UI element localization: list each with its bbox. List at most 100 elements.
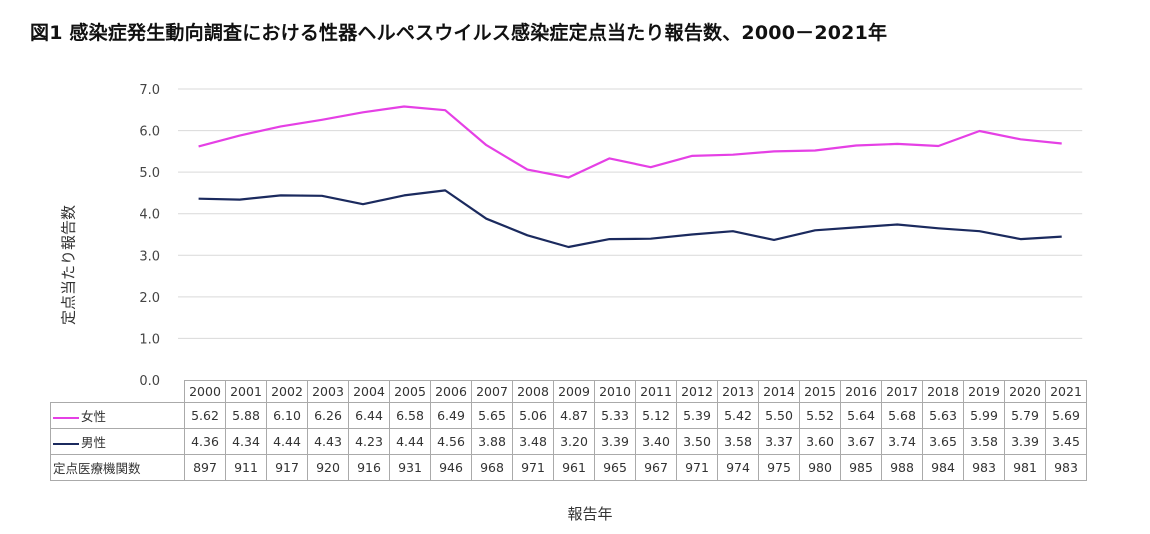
x-tick-label: 2008	[512, 380, 554, 403]
data-table: 2000 2001 2002 2003 2004 2005 2006 2007 2008 2009…	[50, 380, 1087, 481]
data-label: 4.43	[307, 428, 349, 455]
data-label: 3.48	[512, 428, 554, 455]
legend-label: 女性	[81, 409, 107, 424]
data-label: 3.58	[963, 428, 1005, 455]
facility-count: 911	[225, 454, 267, 481]
data-label: 3.65	[922, 428, 964, 455]
x-axis-label: 報告年	[567, 505, 613, 523]
data-label: 5.12	[635, 402, 677, 429]
facility-count: 983	[963, 454, 1005, 481]
facility-count: 975	[758, 454, 800, 481]
data-label: 5.62	[184, 402, 226, 429]
data-label: 4.23	[348, 428, 390, 455]
data-label: 5.88	[225, 402, 267, 429]
facility-count: 971	[676, 454, 718, 481]
facility-count: 971	[512, 454, 554, 481]
data-label: 3.39	[1004, 428, 1046, 455]
y-tick-label: 6.0	[139, 125, 160, 140]
legend-entry: 男性	[50, 428, 185, 455]
facility-count: 985	[840, 454, 882, 481]
facility-count: 988	[881, 454, 923, 481]
data-label: 4.36	[184, 428, 226, 455]
x-tick-label: 2016	[840, 380, 882, 403]
data-label: 6.58	[389, 402, 431, 429]
x-tick-label: 2005	[389, 380, 431, 403]
facility-count: 916	[348, 454, 390, 481]
x-tick-label: 2004	[348, 380, 390, 403]
data-label: 5.52	[799, 402, 841, 429]
facility-count: 961	[553, 454, 595, 481]
x-tick-label: 2009	[553, 380, 595, 403]
x-tick-label: 2021	[1045, 380, 1087, 403]
y-tick-label: 5.0	[139, 166, 160, 181]
facility-count: 967	[635, 454, 677, 481]
y-tick-label: 7.0	[139, 83, 160, 98]
data-label: 3.37	[758, 428, 800, 455]
legend-key	[53, 416, 79, 419]
x-tick-label: 2017	[881, 380, 923, 403]
y-tick-label: 3.0	[139, 249, 160, 264]
data-label: 5.65	[471, 402, 513, 429]
facility-count: 968	[471, 454, 513, 481]
facility-count: 974	[717, 454, 759, 481]
data-label: 3.40	[635, 428, 677, 455]
table-header-row: 2000 2001 2002 2003 2004 2005 2006 2007 2008 2009…	[51, 380, 1087, 403]
data-label: 3.60	[799, 428, 841, 455]
data-label: 3.20	[553, 428, 595, 455]
data-label: 3.74	[881, 428, 923, 455]
chart-title: 図1 感染症発生動向調査における性器ヘルペスウイルス感染症定点当たり報告数、20…	[30, 22, 888, 44]
x-tick-label: 2019	[963, 380, 1005, 403]
data-label: 3.45	[1045, 428, 1087, 455]
data-label: 6.26	[307, 402, 349, 429]
data-label: 5.42	[717, 402, 759, 429]
data-label: 6.44	[348, 402, 390, 429]
legend-key	[53, 442, 79, 445]
data-label: 5.99	[963, 402, 1005, 429]
series-line-1	[198, 189, 1062, 249]
facility-count: 981	[1004, 454, 1046, 481]
x-tick-label: 2015	[799, 380, 841, 403]
legend-entry: 女性	[50, 402, 185, 429]
x-tick-label: 2001	[225, 380, 267, 403]
table-row-series: 男性 4.36 4.34 4.44 4.43 4.23 4.44 4.56 3.88 3.48 3.…	[50, 428, 1087, 455]
facility-count: 931	[389, 454, 431, 481]
row-label: 定点医療機関数	[50, 454, 185, 481]
facility-count: 897	[184, 454, 226, 481]
data-label: 5.39	[676, 402, 718, 429]
x-tick-label: 2010	[594, 380, 636, 403]
data-label: 5.06	[512, 402, 554, 429]
facility-count: 983	[1045, 454, 1087, 481]
facility-count: 946	[430, 454, 472, 481]
y-tick-label: 4.0	[139, 208, 160, 223]
x-tick-label: 2006	[430, 380, 472, 403]
series-line-0	[198, 105, 1062, 179]
x-tick-label: 2014	[758, 380, 800, 403]
x-tick-label: 2012	[676, 380, 718, 403]
x-tick-label: 2011	[635, 380, 677, 403]
legend-label: 男性	[81, 435, 107, 450]
data-label: 3.88	[471, 428, 513, 455]
facility-count: 920	[307, 454, 349, 481]
x-tick-label: 2000	[184, 380, 226, 403]
x-tick-label: 2007	[471, 380, 513, 403]
x-tick-label: 2003	[307, 380, 349, 403]
data-label: 5.68	[881, 402, 923, 429]
data-label: 5.79	[1004, 402, 1046, 429]
facility-count: 965	[594, 454, 636, 481]
x-tick-label: 2020	[1004, 380, 1046, 403]
data-label: 6.10	[266, 402, 308, 429]
data-label: 4.56	[430, 428, 472, 455]
facility-count: 980	[799, 454, 841, 481]
data-label: 3.50	[676, 428, 718, 455]
data-label: 3.58	[717, 428, 759, 455]
y-tick-label: 1.0	[139, 332, 160, 347]
data-label: 5.69	[1045, 402, 1087, 429]
facility-count: 984	[922, 454, 964, 481]
table-row-series: 女性 5.62 5.88 6.10 6.26 6.44 6.58 6.49 5.65 5.06 4.…	[50, 402, 1087, 429]
x-tick-label: 2002	[266, 380, 308, 403]
data-label: 5.64	[840, 402, 882, 429]
data-label: 5.50	[758, 402, 800, 429]
data-label: 4.44	[389, 428, 431, 455]
